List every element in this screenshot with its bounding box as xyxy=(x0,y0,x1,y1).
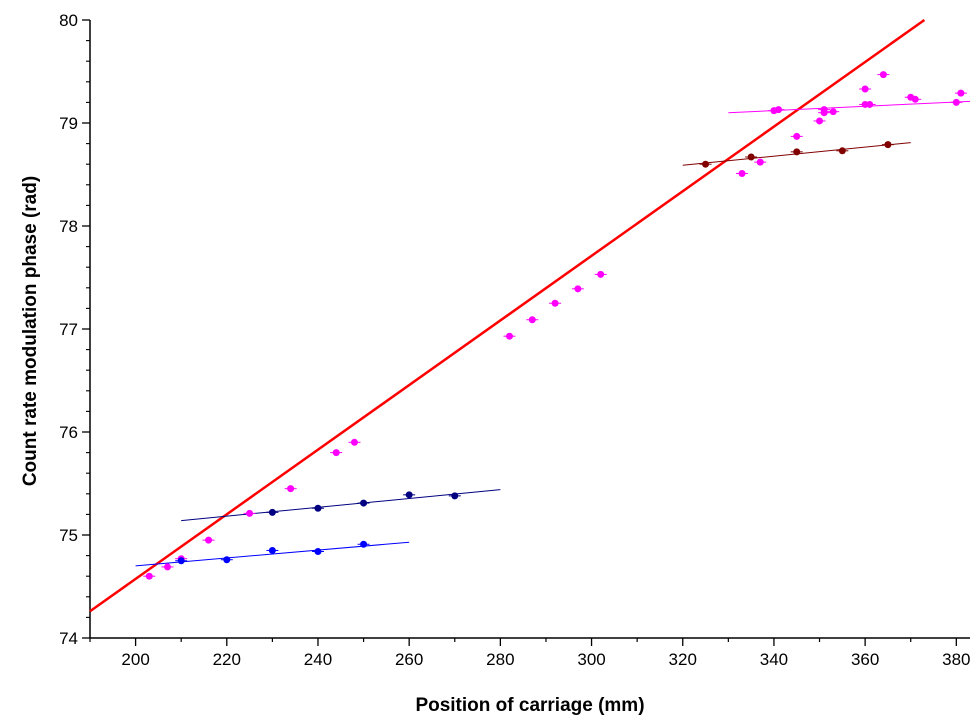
y-tick-label: 74 xyxy=(59,629,78,648)
data-point xyxy=(884,141,892,149)
x-tick-label: 320 xyxy=(669,650,697,669)
fit-line xyxy=(89,18,926,613)
data-point xyxy=(952,98,960,106)
x-tick-label: 260 xyxy=(395,650,423,669)
data-point xyxy=(820,106,828,114)
data-point xyxy=(702,160,710,168)
data-point xyxy=(528,316,536,324)
x-tick-label: 340 xyxy=(760,650,788,669)
data-point xyxy=(177,557,185,565)
data-point xyxy=(246,509,254,517)
x-tick-label: 240 xyxy=(304,650,332,669)
data-point xyxy=(314,504,322,512)
x-tick-label: 380 xyxy=(942,650,970,669)
data-points xyxy=(143,71,967,580)
data-point xyxy=(866,100,874,108)
data-point xyxy=(793,148,801,156)
data-point xyxy=(205,536,213,544)
fit-line xyxy=(728,100,971,114)
x-tick-label: 220 xyxy=(213,650,241,669)
y-tick-label: 76 xyxy=(59,423,78,442)
data-point xyxy=(597,270,605,278)
y-tick-label: 79 xyxy=(59,114,78,133)
x-axis-label: Position of carriage (mm) xyxy=(415,695,644,716)
data-point xyxy=(287,485,295,493)
fit-line xyxy=(181,489,501,522)
y-axis-label: Count rate modulation phase (rad) xyxy=(20,176,41,486)
data-point xyxy=(829,108,837,116)
data-point xyxy=(957,89,965,97)
axes xyxy=(82,19,970,646)
data-point xyxy=(756,158,764,166)
data-point xyxy=(911,95,919,103)
data-point xyxy=(861,85,869,93)
data-point xyxy=(332,449,340,457)
x-tick-label: 360 xyxy=(851,650,879,669)
data-point xyxy=(223,556,231,564)
data-point xyxy=(405,491,413,499)
data-point xyxy=(574,285,582,293)
y-tick-label: 78 xyxy=(59,217,78,236)
x-tick-label: 300 xyxy=(577,650,605,669)
fit-line xyxy=(135,541,410,567)
data-point xyxy=(551,299,559,307)
tick-labels: 200 220 240 260 280 300 320 340 360 380 74 75 76 77 78… xyxy=(59,11,970,669)
data-point xyxy=(738,169,746,177)
data-point xyxy=(164,563,172,571)
data-point xyxy=(360,540,368,548)
data-point xyxy=(350,438,358,446)
data-point xyxy=(268,546,276,554)
data-point xyxy=(451,492,459,500)
data-point xyxy=(879,71,887,79)
data-point xyxy=(793,132,801,140)
data-point xyxy=(747,153,755,161)
x-tick-label: 280 xyxy=(486,650,514,669)
data-point xyxy=(360,499,368,507)
y-tick-label: 80 xyxy=(59,11,78,30)
data-point xyxy=(145,572,153,580)
data-point xyxy=(816,117,824,125)
data-point xyxy=(774,106,782,114)
data-point xyxy=(314,547,322,555)
data-point xyxy=(838,147,846,155)
y-tick-label: 75 xyxy=(59,526,78,545)
y-tick-label: 77 xyxy=(59,320,78,339)
data-point xyxy=(505,332,513,340)
data-point xyxy=(268,508,276,516)
fit-lines xyxy=(89,18,971,613)
x-tick-label: 200 xyxy=(121,650,149,669)
